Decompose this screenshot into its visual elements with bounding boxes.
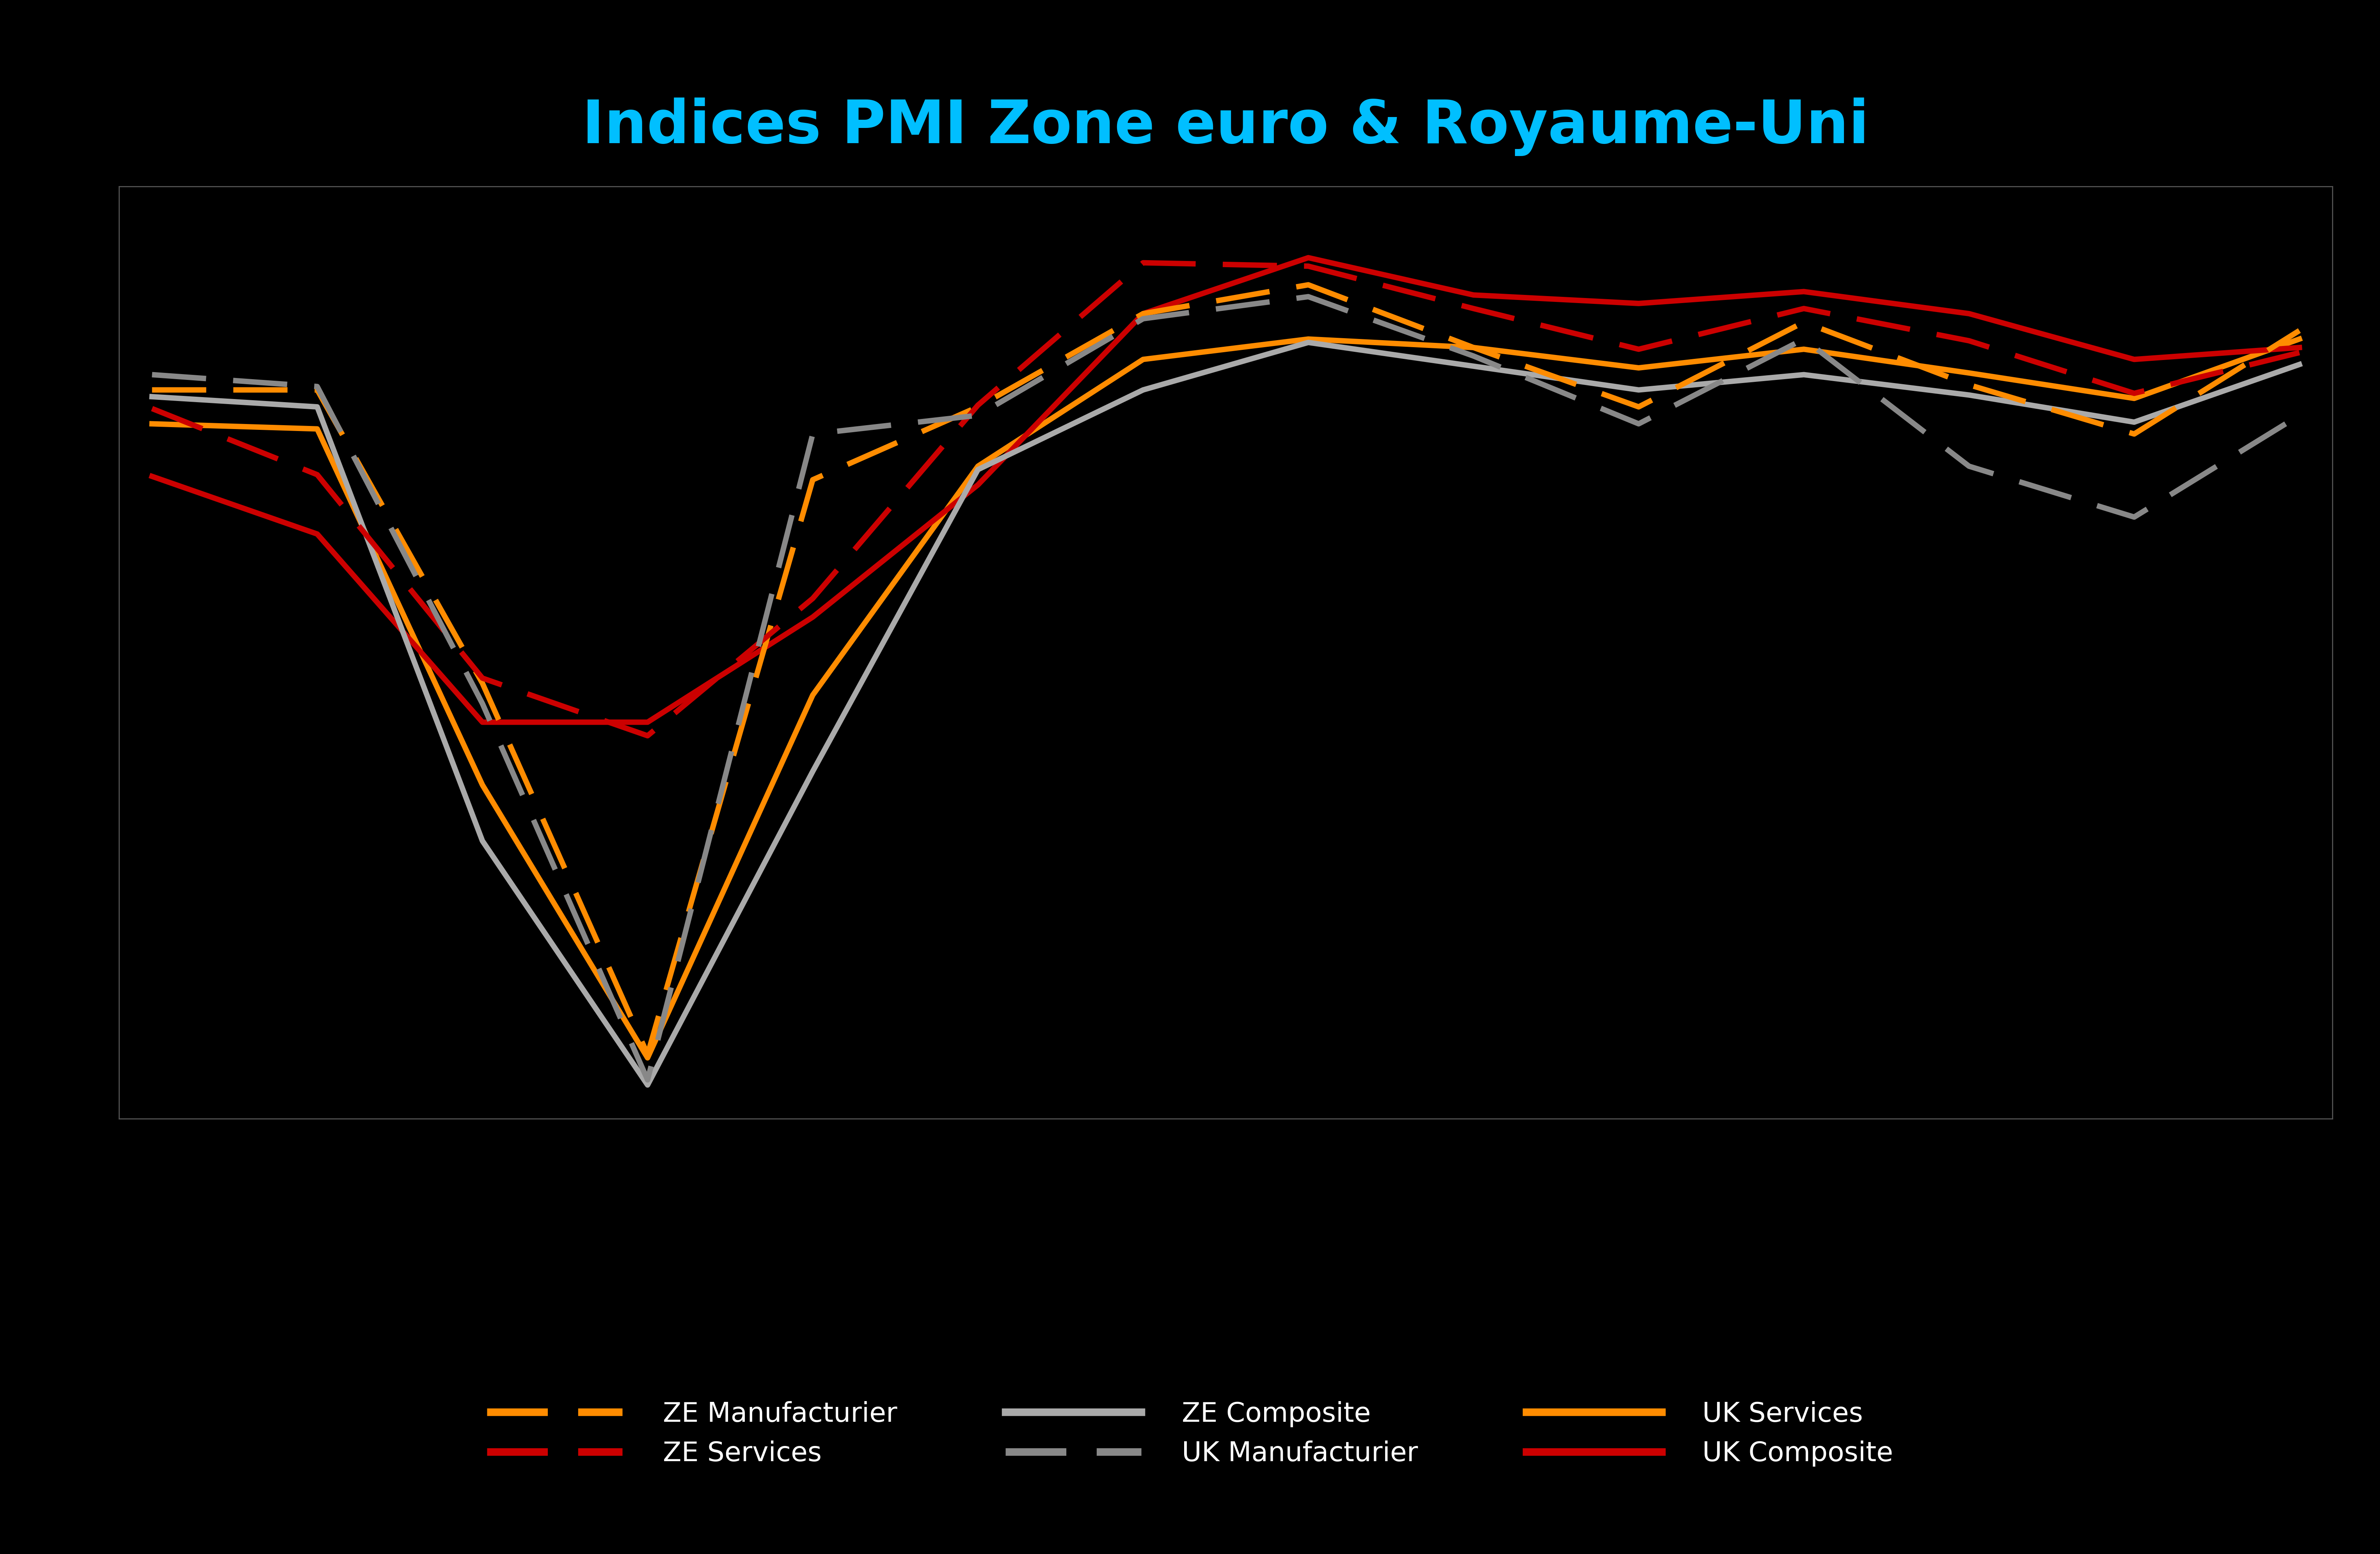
Title: Indices PMI Zone euro & Royaume-Uni: Indices PMI Zone euro & Royaume-Uni [583,98,1868,155]
Legend: ZE Manufacturier, ZE Services, ZE Composite, UK Manufacturier, UK Services, UK C: ZE Manufacturier, ZE Services, ZE Compos… [459,1374,1921,1493]
